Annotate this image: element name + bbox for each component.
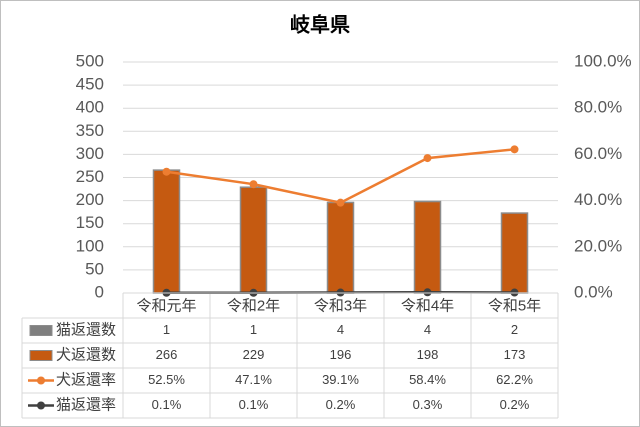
legend-key (37, 376, 45, 385)
y-tick-label: 50 (85, 259, 104, 278)
line-marker (336, 198, 345, 207)
table-cell: 1 (163, 322, 170, 337)
table-cell: 62.2% (496, 372, 533, 387)
y2-tick-label: 60.0% (574, 144, 622, 163)
table-cell: 0.3% (413, 397, 443, 412)
x-tick-label: 令和5年 (488, 297, 541, 314)
legend-label: 犬返還率 (56, 371, 116, 388)
legend-key (29, 325, 53, 336)
table-cell: 4 (337, 322, 344, 337)
y-tick-label: 400 (76, 98, 104, 117)
chart-title: 岐阜県 (290, 12, 350, 36)
y-tick-label: 0 (95, 282, 104, 301)
y-tick-label: 200 (76, 190, 104, 209)
y2-tick-label: 0.0% (574, 282, 613, 301)
y-tick-label: 350 (76, 121, 104, 140)
table-cell: 229 (243, 347, 265, 362)
y2-tick-label: 80.0% (574, 98, 622, 117)
table-cell: 0.1% (152, 397, 182, 412)
legend-label: 犬返還数 (56, 346, 116, 363)
y2-tick-label: 100.0% (574, 51, 632, 70)
y-tick-label: 100 (76, 236, 104, 255)
x-tick-label: 令和3年 (314, 297, 367, 314)
table-cell: 198 (417, 347, 439, 362)
y-tick-label: 450 (76, 75, 104, 94)
line-marker (423, 288, 432, 297)
y2-tick-label: 40.0% (574, 190, 622, 209)
y-tick-label: 500 (76, 51, 104, 70)
y-tick-label: 250 (76, 167, 104, 186)
legend-label: 猫返還率 (56, 396, 116, 413)
x-tick-label: 令和4年 (401, 297, 454, 314)
legend-label: 猫返還数 (56, 321, 116, 338)
table-cell: 173 (504, 347, 526, 362)
table-cell: 0.2% (500, 397, 530, 412)
table-cell: 52.5% (148, 372, 185, 387)
bar (500, 212, 529, 294)
bar (413, 200, 442, 294)
table-cell: 47.1% (235, 372, 272, 387)
bar (326, 201, 355, 294)
line-marker (423, 154, 432, 163)
table-cell: 0.2% (326, 397, 356, 412)
table-cell: 0.1% (239, 397, 269, 412)
y2-tick-label: 20.0% (574, 236, 622, 255)
table-cell: 4 (424, 322, 431, 337)
x-tick-label: 令和2年 (227, 297, 280, 314)
legend-key (29, 350, 53, 361)
line-marker (162, 167, 171, 176)
line-marker (510, 145, 519, 154)
bar (239, 186, 268, 294)
x-tick-label: 令和元年 (136, 297, 196, 314)
table-cell: 2 (511, 322, 518, 337)
table-cell: 266 (156, 347, 178, 362)
table-cell: 1 (250, 322, 257, 337)
table-cell: 39.1% (322, 372, 359, 387)
table-cell: 196 (330, 347, 352, 362)
y-tick-label: 300 (76, 144, 104, 163)
table-cell: 58.4% (409, 372, 446, 387)
line-marker (249, 180, 258, 189)
legend-key (37, 401, 45, 410)
bar (152, 169, 181, 294)
y-tick-label: 150 (76, 213, 104, 232)
